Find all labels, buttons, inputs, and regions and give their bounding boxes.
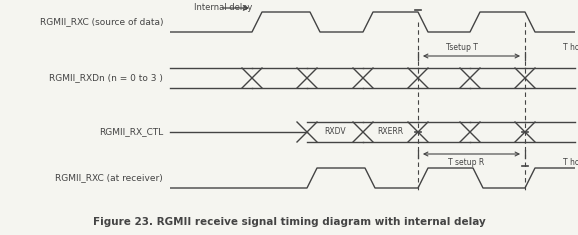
Text: Internal delay: Internal delay xyxy=(194,4,253,12)
Text: RGMII_RXC (at receiver): RGMII_RXC (at receiver) xyxy=(55,173,163,183)
Text: RGMII_RXDn (n = 0 to 3 ): RGMII_RXDn (n = 0 to 3 ) xyxy=(49,74,163,82)
Text: T hold R: T hold R xyxy=(563,158,578,167)
Text: Figure 23. RGMII receive signal timing diagram with internal delay: Figure 23. RGMII receive signal timing d… xyxy=(92,217,486,227)
Text: RXERR: RXERR xyxy=(377,128,403,137)
Text: RXDV: RXDV xyxy=(324,128,346,137)
Text: Tsetup T: Tsetup T xyxy=(446,43,477,52)
Text: T hold T: T hold T xyxy=(563,43,578,52)
Text: RGMII_RX_CTL: RGMII_RX_CTL xyxy=(99,128,163,137)
Text: RGMII_RXC (source of data): RGMII_RXC (source of data) xyxy=(39,17,163,27)
Text: T setup R: T setup R xyxy=(449,158,484,167)
